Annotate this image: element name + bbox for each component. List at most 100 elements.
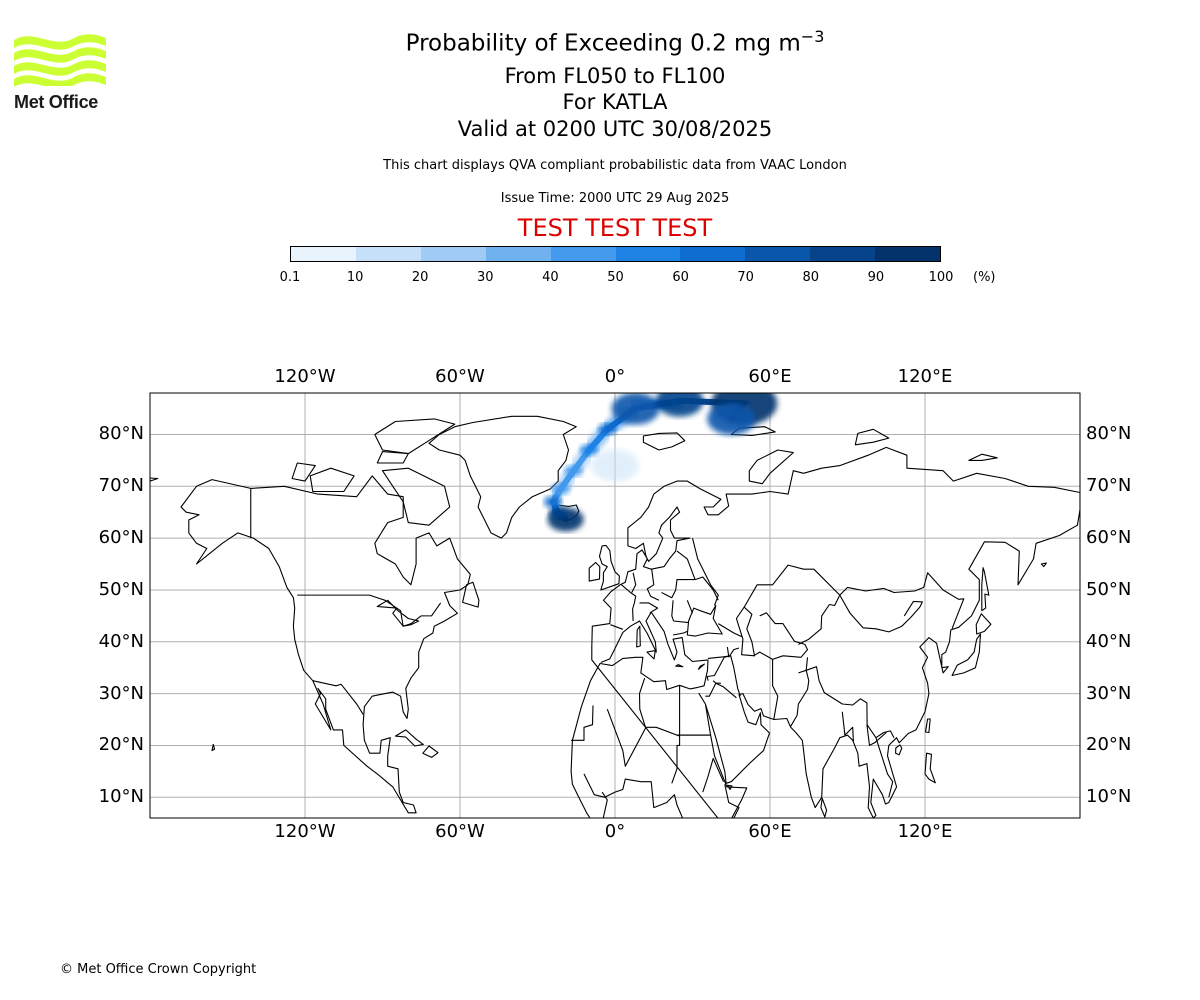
colorbar-tick-label: 90 (867, 270, 885, 285)
lat-tick-label-right: 40°N (1086, 630, 1132, 652)
lon-tick-label-top: 0° (604, 366, 626, 387)
madagascar-hint (726, 784, 733, 791)
plume-blob (551, 482, 570, 495)
plume-blob (564, 464, 583, 477)
japan-honshu (951, 633, 982, 677)
title-superscript: −3 (800, 27, 825, 46)
hispaniola (422, 745, 439, 758)
country-border (759, 612, 809, 660)
lat-tick-label-left: 80°N (98, 423, 144, 445)
novaya-zemlya (748, 449, 794, 485)
plume-blob (707, 402, 756, 435)
country-border (718, 623, 742, 638)
plume-blob (591, 449, 639, 482)
country-border (646, 569, 660, 601)
country-border (571, 705, 594, 741)
cyprus (697, 663, 705, 670)
plume-blob (655, 393, 704, 417)
lat-tick-label-left: 20°N (98, 734, 144, 756)
country-border (661, 550, 696, 599)
title-line4: Valid at 0200 UTC 30/08/2025 (457, 117, 773, 141)
great-lakes (376, 599, 420, 627)
hainan (895, 744, 903, 756)
lon-tick-label-top: 60°E (748, 366, 792, 387)
country-border (610, 624, 623, 630)
baffin-island (381, 467, 451, 526)
great-britain (598, 544, 620, 591)
country-border (621, 584, 637, 622)
lat-tick-label-left: 50°N (98, 578, 144, 600)
black-sea (686, 604, 723, 637)
plume-blob (611, 393, 660, 425)
logo-wave (14, 60, 106, 76)
country-border (694, 576, 719, 601)
chart-title: Probability of Exceeding 0.2 mg m−3 (0, 27, 1200, 57)
test-banner: TEST TEST TEST (517, 214, 713, 242)
colorbar-tick-label: 80 (802, 270, 820, 285)
plume-blob (544, 495, 562, 508)
country-border (671, 600, 689, 624)
country-border (753, 651, 779, 720)
lon-tick-label-bottom: 120°E (897, 821, 953, 842)
colorbar-tick-label: 0.1 (279, 270, 301, 285)
lat-tick-label-right: 30°N (1086, 682, 1132, 704)
victoria-island (309, 467, 355, 493)
banks-island (291, 462, 316, 482)
country-border (702, 757, 725, 793)
logo-wave (14, 47, 106, 63)
sri-lanka (820, 797, 828, 818)
lat-tick-label-right: 10°N (1086, 786, 1132, 808)
met-office-waves-icon (14, 34, 106, 86)
country-border (841, 711, 854, 742)
title-line1: Probability of Exceeding 0.2 mg m (405, 30, 801, 57)
newfoundland (462, 581, 480, 608)
colorbar-tick-label: 60 (672, 270, 689, 285)
country-border (805, 657, 895, 739)
lon-tick-label-bottom: 0° (604, 821, 626, 842)
lat-tick-label-right: 70°N (1086, 475, 1132, 497)
country-border (705, 682, 721, 697)
taiwan (924, 718, 931, 734)
country-border (638, 677, 647, 728)
colorbar-segment (420, 247, 486, 261)
subtitle: This chart displays QVA compliant probab… (383, 158, 847, 173)
us-canada-border (297, 594, 442, 627)
plume-blob (580, 444, 599, 457)
luzon (924, 752, 936, 784)
sicily (646, 650, 656, 660)
country-border (728, 647, 740, 658)
map-frame (149, 392, 1081, 819)
svalbard (642, 432, 686, 451)
country-border (706, 656, 725, 681)
colorbar-tick-label: 100 (928, 270, 954, 285)
lat-tick-label-left: 40°N (98, 630, 144, 652)
logo-wave (14, 34, 106, 50)
lat-tick-label-left: 10°N (98, 786, 144, 808)
ellesmere-island (374, 418, 456, 455)
country-border (601, 791, 608, 818)
country-border (839, 572, 965, 629)
colorbar-tick-label: 50 (607, 270, 624, 285)
colorbar-segment (615, 247, 681, 261)
logo-text: Met Office (14, 92, 99, 112)
japan-hokkaido (975, 613, 992, 635)
crete (675, 664, 684, 668)
sardinia-corsica (636, 625, 641, 648)
country-border (631, 572, 637, 593)
country-border (686, 600, 694, 614)
country-border (866, 724, 887, 746)
country-border (724, 784, 740, 818)
colorbar-tick-label: 10 (346, 270, 364, 285)
lon-tick-label-top: 120°E (897, 366, 953, 387)
title-line2: From FL050 to FL100 (504, 64, 726, 88)
copyright-footer: © Met Office Crown Copyright (60, 962, 257, 977)
ireland (588, 561, 601, 582)
country-border (839, 594, 923, 633)
colorbar (290, 246, 941, 262)
colorbar-segment (291, 247, 356, 261)
colorbar-tick-label: 30 (477, 270, 494, 285)
greenland-coastline (428, 415, 577, 539)
title-line3: For KATLA (562, 90, 668, 114)
country-border (712, 680, 737, 699)
country-border (691, 537, 719, 606)
